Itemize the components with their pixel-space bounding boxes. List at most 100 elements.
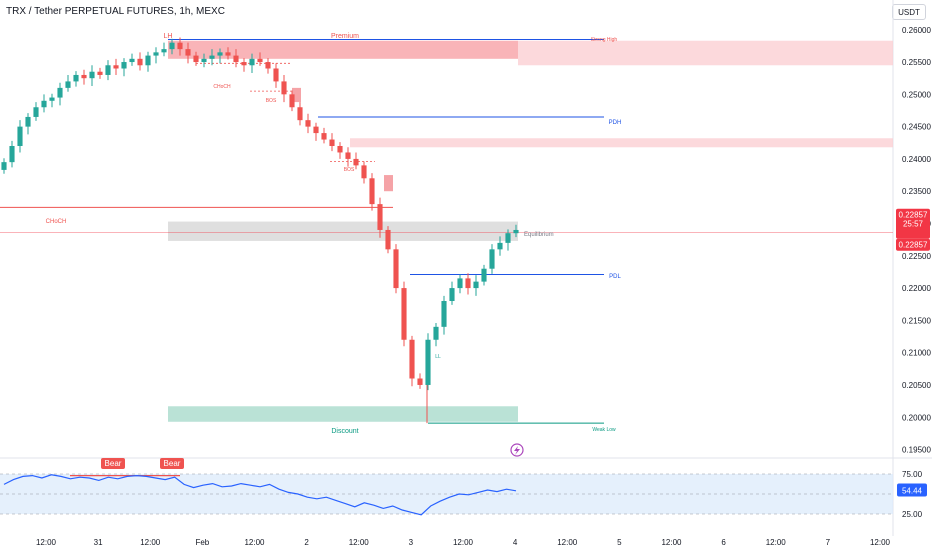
candle-body — [257, 58, 263, 63]
rsi-value-tag — [897, 483, 927, 497]
candle-body — [417, 378, 423, 385]
candle-body — [353, 158, 359, 166]
price-axis-label: 0.21000 — [902, 349, 931, 358]
label-discount: Discount — [331, 428, 358, 435]
candle-body — [89, 71, 95, 79]
premium-zone — [168, 40, 518, 59]
time-axis-label: 5 — [617, 538, 622, 547]
candle-body — [153, 52, 159, 56]
price-axis-label: 0.24000 — [902, 155, 931, 164]
candle-body — [73, 74, 79, 82]
candle-body — [441, 301, 447, 327]
candle-body — [265, 62, 271, 69]
time-axis-label: 4 — [513, 538, 518, 547]
candle-body — [249, 58, 255, 66]
candle-body — [289, 94, 295, 108]
label-choch-small: CHoCH — [213, 84, 231, 90]
symbol-title: TRX / Tether PERPETUAL FUTURES, 1h, MEXC — [6, 6, 225, 17]
candle-body — [17, 126, 23, 146]
candle-body — [241, 62, 247, 66]
orderblock-2 — [292, 87, 301, 103]
candle-body — [225, 52, 231, 56]
candle-body — [209, 55, 215, 59]
candle-body — [1, 162, 7, 170]
label-bos-1: BOS — [266, 98, 277, 104]
price-axis-label: 0.20000 — [902, 413, 931, 422]
price-tag-box-2 — [896, 238, 930, 251]
label-choch-big: CHoCH — [46, 219, 67, 225]
candle-body — [97, 71, 103, 75]
candle-body — [361, 165, 367, 179]
candle-body — [25, 116, 31, 127]
time-axis-label: 12:00 — [140, 538, 161, 547]
discount-zone — [168, 406, 518, 422]
label-equilibrium: Equilibrium — [524, 232, 554, 238]
candle-body — [473, 281, 479, 289]
price-axis-label: 0.21500 — [902, 316, 931, 325]
candle-body — [513, 229, 519, 234]
bear-label-box — [101, 458, 125, 469]
candle-body — [273, 68, 279, 82]
label-ll: LL — [435, 354, 441, 360]
candle-body — [377, 204, 383, 230]
price-tag-second: 0.22857 — [899, 241, 928, 250]
time-axis-label: 3 — [409, 538, 414, 547]
candle-body — [137, 58, 143, 66]
candle-body — [505, 233, 511, 243]
price-axis-label: 0.22000 — [902, 284, 931, 293]
candle-body — [9, 146, 15, 163]
price-axis-label: 0.25500 — [902, 58, 931, 67]
candle-body — [161, 49, 167, 53]
candle-body — [337, 146, 343, 153]
candle-body — [321, 133, 327, 140]
candle-body — [369, 178, 375, 205]
time-axis-label: 12:00 — [36, 538, 57, 547]
candle-body — [457, 278, 463, 289]
candle-body — [281, 81, 287, 95]
candle-body — [185, 49, 191, 56]
time-axis-label: 12:00 — [244, 538, 265, 547]
candle-body — [497, 242, 503, 250]
candle-body — [81, 74, 87, 79]
time-axis-label: Feb — [195, 538, 209, 547]
supply-zone — [350, 138, 893, 148]
label-pdh: PDH — [609, 120, 622, 126]
candle-body — [129, 58, 135, 63]
candle-body — [33, 107, 39, 117]
candle-body — [409, 339, 415, 379]
time-axis-label: 12:00 — [870, 538, 891, 547]
candle-body — [489, 249, 495, 269]
time-axis-label: 31 — [94, 538, 103, 547]
candle-body — [57, 87, 63, 98]
candle-body — [393, 249, 399, 289]
bear-label: Bear — [164, 459, 181, 468]
candle-body — [217, 52, 223, 56]
price-axis-label: 0.26000 — [902, 26, 931, 35]
candle-body — [297, 107, 303, 121]
candle-body — [169, 42, 175, 50]
time-axis-label: 2 — [304, 538, 309, 547]
time-axis-label: 12:00 — [661, 538, 682, 547]
price-tag-countdown: 25:57 — [903, 220, 924, 229]
price-axis-label: 0.25000 — [902, 90, 931, 99]
candle-body — [329, 139, 335, 146]
candle-body — [433, 326, 439, 340]
candle-body — [449, 288, 455, 301]
price-tag-last: 0.22857 — [899, 211, 928, 220]
label-bos-2: BOS — [344, 167, 355, 173]
price-axis-label: 0.19500 — [902, 446, 931, 455]
time-axis-label: 12:00 — [557, 538, 578, 547]
candle-body — [121, 62, 127, 69]
price-tag-box — [896, 208, 930, 239]
candle-body — [345, 152, 351, 159]
label-strong-high: Strong High — [591, 37, 618, 43]
candle-body — [105, 65, 111, 75]
time-axis-label: 12:00 — [349, 538, 370, 547]
candle-body — [65, 81, 71, 88]
candle-body — [465, 278, 471, 289]
candle-body — [201, 58, 207, 63]
orderblock-1 — [384, 175, 393, 192]
price-axis-label: 0.20500 — [902, 381, 931, 390]
candle-body — [41, 100, 47, 108]
